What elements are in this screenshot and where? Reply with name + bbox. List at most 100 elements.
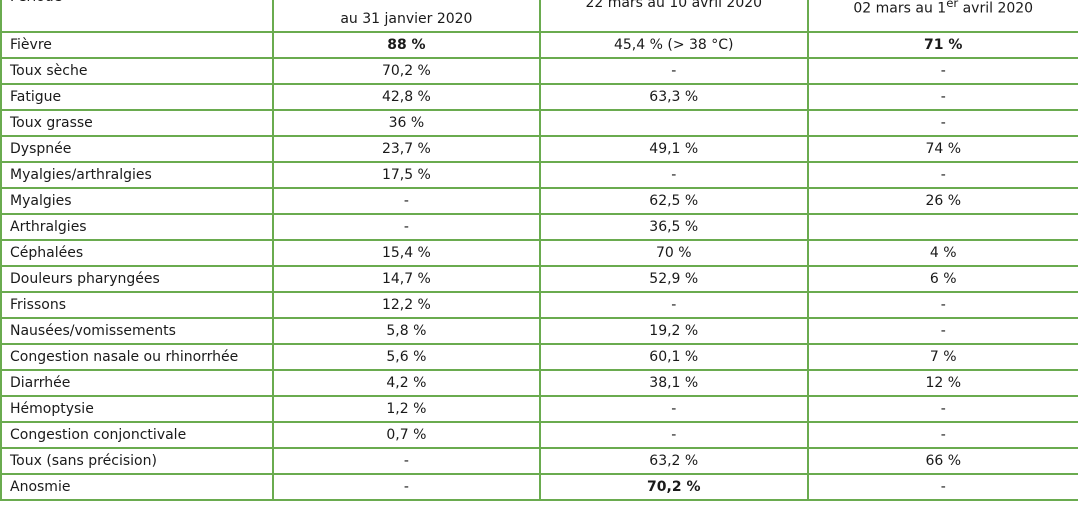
value-study-1: 0,7 %: [271, 421, 542, 449]
symptom-label: Céphalées: [0, 239, 274, 267]
table-row: Diarrhée 4,2 % 38,1 % 12 %: [0, 369, 1078, 397]
table-row: Frissons 12,2 % - -: [0, 291, 1078, 319]
symptom-label: Arthralgies: [0, 213, 274, 241]
value-study-3: 74 %: [806, 135, 1078, 163]
table-row: Dyspnée 23,7 % 49,1 % 74 %: [0, 135, 1078, 163]
value-study-2: -: [539, 161, 809, 189]
symptom-label: Toux sèche: [0, 57, 274, 85]
value-study-2: [539, 109, 809, 137]
table-row: Myalgies - 62,5 % 26 %: [0, 187, 1078, 215]
value-study-1: 23,7 %: [271, 135, 542, 163]
value-study-2: 38,1 %: [539, 369, 809, 397]
value-study-1: 88 %: [271, 31, 542, 59]
value-study-1: 15,4 %: [271, 239, 542, 267]
table-row: Céphalées 15,4 % 70 % 4 %: [0, 239, 1078, 267]
table-row: Fatigue 42,8 % 63,3 % -: [0, 83, 1078, 111]
value-study-3: [806, 213, 1078, 241]
value-study-2: 62,5 %: [539, 187, 809, 215]
value-study-3: 71 %: [806, 31, 1078, 59]
value-study-3: -: [806, 161, 1078, 189]
table-row: Toux sèche 70,2 % - -: [0, 57, 1078, 85]
value-study-3: -: [806, 109, 1078, 137]
value-study-1: -: [271, 473, 542, 501]
header-study-2: 22 mars au 10 avril 2020: [539, 0, 809, 33]
symptom-label: Toux (sans précision): [0, 447, 274, 475]
header-study-3-sup: er: [946, 0, 959, 10]
value-study-2: -: [539, 421, 809, 449]
table-row: Douleurs pharyngées 14,7 % 52,9 % 6 %: [0, 265, 1078, 293]
value-study-3: -: [806, 291, 1078, 319]
value-study-2: 52,9 %: [539, 265, 809, 293]
value-study-1: 36 %: [271, 109, 542, 137]
table-row: Arthralgies - 36,5 %: [0, 213, 1078, 241]
symptom-label: Congestion conjonctivale: [0, 421, 274, 449]
value-study-1: -: [271, 447, 542, 475]
table-row: Toux grasse 36 % -: [0, 109, 1078, 137]
header-study-3-post: avril 2020: [958, 0, 1034, 17]
value-study-2: 45,4 % (> 38 °C): [539, 31, 809, 59]
value-study-2: 70 %: [539, 239, 809, 267]
value-study-2: -: [539, 291, 809, 319]
value-study-2: 63,3 %: [539, 83, 809, 111]
table-row: Hémoptysie 1,2 % - -: [0, 395, 1078, 423]
symptom-label: Nausées/vomissements: [0, 317, 274, 345]
value-study-1: 70,2 %: [271, 57, 542, 85]
value-study-2: 60,1 %: [539, 343, 809, 371]
symptom-label: Dyspnée: [0, 135, 274, 163]
symptom-label: Toux grasse: [0, 109, 274, 137]
table-row: Congestion conjonctivale 0,7 % - -: [0, 421, 1078, 449]
value-study-1: 14,7 %: [271, 265, 542, 293]
value-study-2: -: [539, 57, 809, 85]
symptom-label: Anosmie: [0, 473, 274, 501]
table-row: Myalgies/arthralgies 17,5 % - -: [0, 161, 1078, 189]
value-study-3: 26 %: [806, 187, 1078, 215]
symptom-label: Frissons: [0, 291, 274, 319]
value-study-1: -: [271, 187, 542, 215]
header-study-1-period: au 31 janvier 2020: [340, 11, 473, 27]
value-study-3: -: [806, 473, 1078, 501]
value-study-2: -: [539, 395, 809, 423]
value-study-3: 66 %: [806, 447, 1078, 475]
table-row: Toux (sans précision) - 63,2 % 66 %: [0, 447, 1078, 475]
value-study-1: 42,8 %: [271, 83, 542, 111]
value-study-3: -: [806, 317, 1078, 345]
symptom-label: Hémoptysie: [0, 395, 274, 423]
table-row: Fièvre 88 % 45,4 % (> 38 °C) 71 %: [0, 31, 1078, 59]
value-study-3: -: [806, 57, 1078, 85]
value-study-1: 5,8 %: [271, 317, 542, 345]
value-study-3: 6 %: [806, 265, 1078, 293]
value-study-3: -: [806, 395, 1078, 423]
value-study-1: 12,2 %: [271, 291, 542, 319]
symptom-label: Myalgies/arthralgies: [0, 161, 274, 189]
value-study-3: 4 %: [806, 239, 1078, 267]
value-study-1: 5,6 %: [271, 343, 542, 371]
value-study-3: -: [806, 83, 1078, 111]
value-study-1: 1,2 %: [271, 395, 542, 423]
value-study-2: 63,2 %: [539, 447, 809, 475]
value-study-1: 17,5 %: [271, 161, 542, 189]
header-study-3-pre: 02 mars au 1: [853, 0, 947, 17]
symptom-label: Diarrhée: [0, 369, 274, 397]
value-study-2: 70,2 %: [539, 473, 809, 501]
symptom-table: Période au 31 janvier 2020 22 mars au 10…: [0, 0, 1078, 501]
header-row: Période au 31 janvier 2020 22 mars au 10…: [0, 0, 1078, 33]
table-row: Congestion nasale ou rhinorrhée 5,6 % 60…: [0, 343, 1078, 371]
table-row: Anosmie - 70,2 % -: [0, 473, 1078, 501]
symptom-label: Congestion nasale ou rhinorrhée: [0, 343, 274, 371]
value-study-3: 7 %: [806, 343, 1078, 371]
value-study-3: -: [806, 421, 1078, 449]
value-study-1: 4,2 %: [271, 369, 542, 397]
header-study-3: 02 mars au 1er avril 2020: [806, 0, 1078, 33]
header-period: Période: [0, 0, 274, 33]
table-row: Nausées/vomissements 5,8 % 19,2 % -: [0, 317, 1078, 345]
value-study-3: 12 %: [806, 369, 1078, 397]
symptom-label: Fatigue: [0, 83, 274, 111]
value-study-2: 49,1 %: [539, 135, 809, 163]
symptom-label: Myalgies: [0, 187, 274, 215]
value-study-2: 36,5 %: [539, 213, 809, 241]
symptom-label: Douleurs pharyngées: [0, 265, 274, 293]
symptom-label: Fièvre: [0, 31, 274, 59]
header-study-1: au 31 janvier 2020: [271, 0, 542, 33]
value-study-1: -: [271, 213, 542, 241]
symptom-table-wrapper: Période au 31 janvier 2020 22 mars au 10…: [0, 0, 1078, 501]
